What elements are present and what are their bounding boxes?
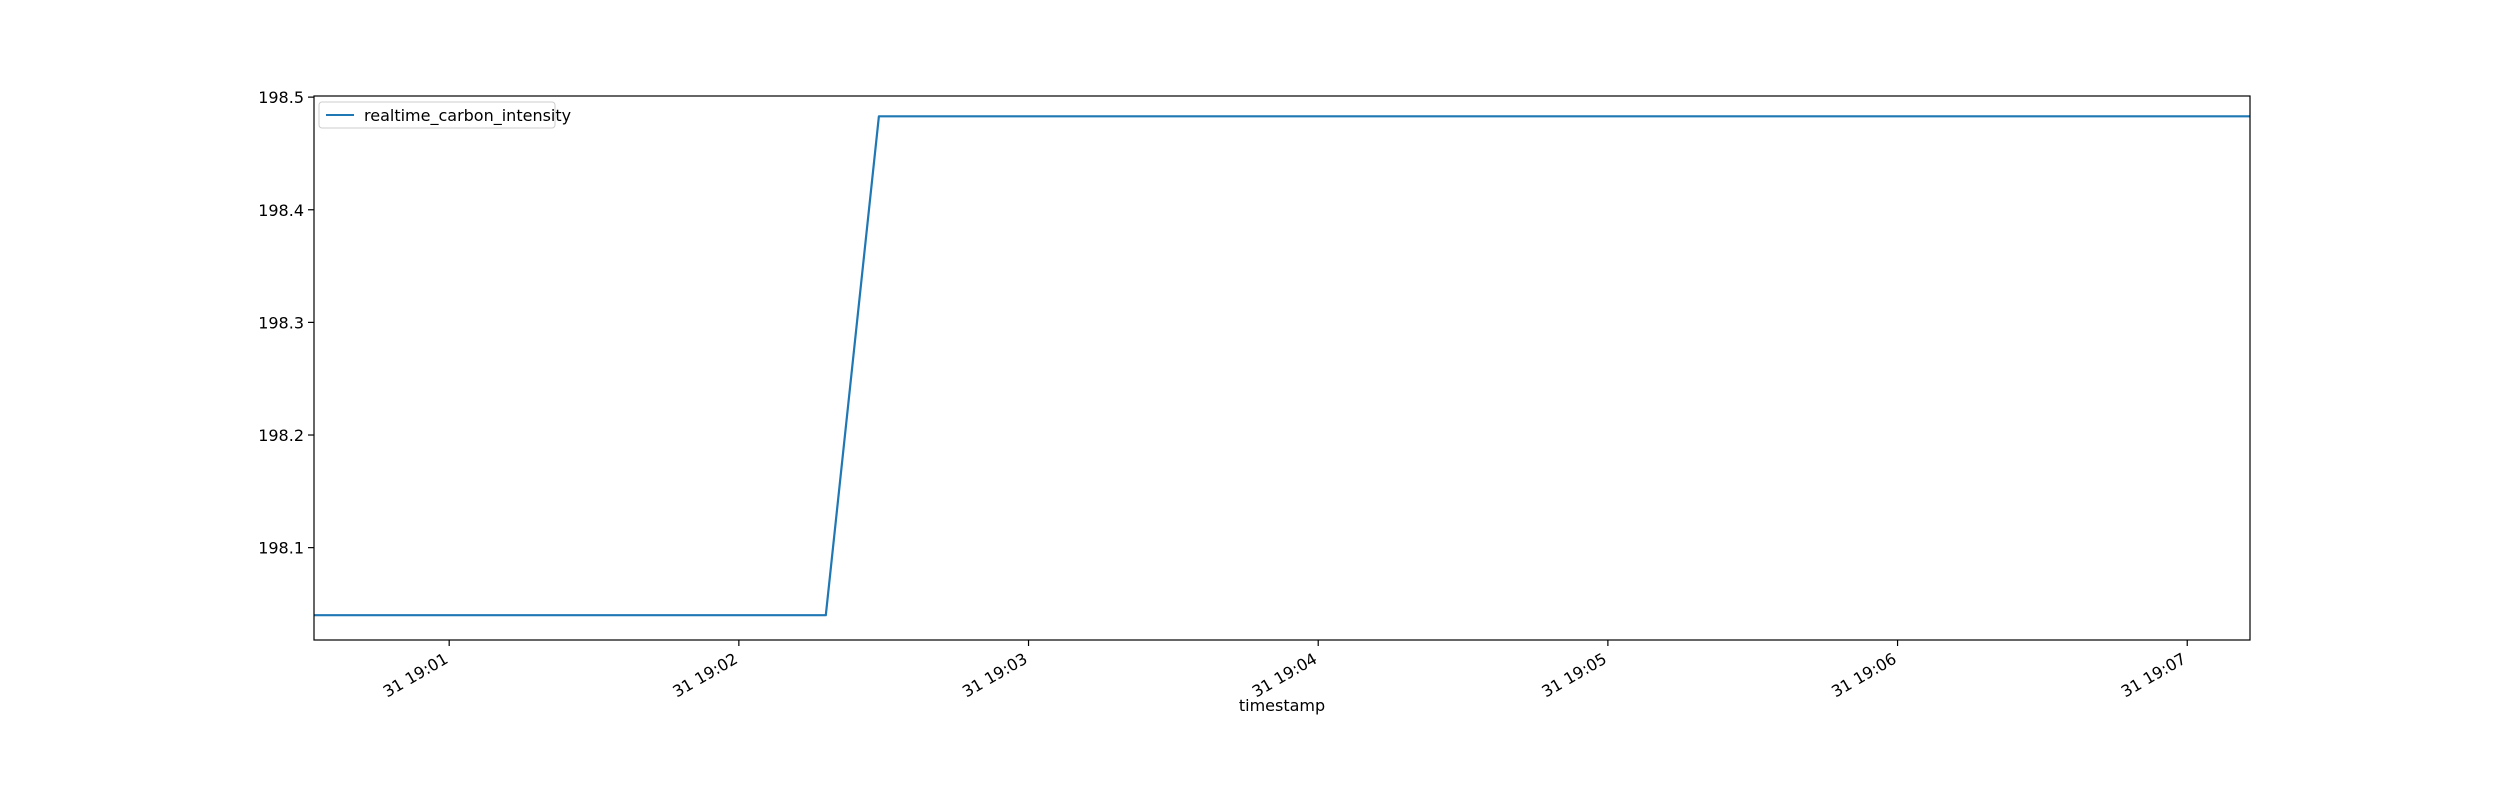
x-axis-title: timestamp	[1239, 696, 1325, 715]
y-tick-label: 198.2	[258, 426, 304, 445]
series-line	[314, 115, 2250, 617]
y-tick-label: 198.1	[258, 539, 304, 558]
y-tick-label: 198.4	[258, 201, 304, 220]
y-tick-label: 198.3	[258, 313, 304, 332]
legend-label: realtime_carbon_intensity	[364, 106, 571, 126]
axes-frame	[313, 95, 2251, 641]
legend: realtime_carbon_intensity	[318, 101, 571, 129]
y-tick-label: 198.5	[258, 88, 304, 107]
legend-box	[318, 101, 556, 129]
plot-area	[314, 115, 2250, 617]
